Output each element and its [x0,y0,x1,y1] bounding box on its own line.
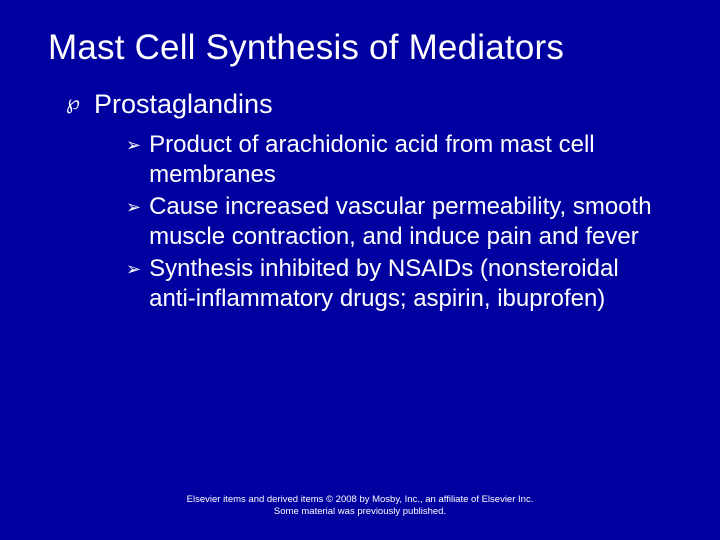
topic-row: ℘ Prostaglandins [48,88,672,120]
sub-item-text: Cause increased vascular permeability, s… [149,192,664,252]
sub-list: ➢ Product of arachidonic acid from mast … [48,130,672,314]
slide: Mast Cell Synthesis of Mediators ℘ Prost… [0,0,720,540]
arrow-icon: ➢ [126,254,141,284]
topic-bullet-icon: ℘ [66,88,80,118]
slide-title: Mast Cell Synthesis of Mediators [48,28,672,68]
sub-item-text: Product of arachidonic acid from mast ce… [149,130,664,190]
arrow-icon: ➢ [126,192,141,222]
sub-item-text: Synthesis inhibited by NSAIDs (nonsteroi… [149,254,664,314]
footer-line-2: Some material was previously published. [0,506,720,518]
footer: Elsevier items and derived items © 2008 … [0,494,720,518]
list-item: ➢ Cause increased vascular permeability,… [126,192,664,252]
arrow-icon: ➢ [126,130,141,160]
list-item: ➢ Synthesis inhibited by NSAIDs (nonster… [126,254,664,314]
footer-line-1: Elsevier items and derived items © 2008 … [0,494,720,506]
list-item: ➢ Product of arachidonic acid from mast … [126,130,664,190]
topic-text: Prostaglandins [94,88,273,120]
